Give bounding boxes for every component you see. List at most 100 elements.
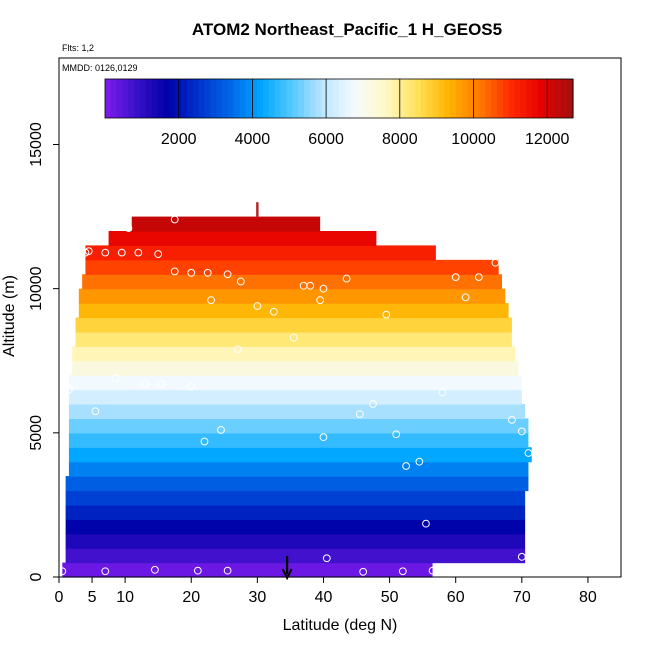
colorbar-segment [356,79,363,118]
observation-point [124,224,133,233]
colorbar-segment [292,79,299,118]
colorbar [104,78,574,119]
colorbar-segment [222,79,229,118]
observation-point [223,270,232,279]
colorbar-tick-label: 2000 [161,131,197,148]
colorbar-segment [315,79,323,118]
observation-point [91,407,100,416]
markers [281,556,293,581]
colorbar-segment [561,79,568,118]
y-tick-label: 5000 [28,415,45,451]
field-layer [68,461,529,477]
observation-point [461,293,470,302]
observation-point [359,567,368,576]
colorbar-segment [537,79,545,118]
colorbar-segment [526,79,533,118]
field-layer [85,245,436,261]
colorbar-segment [432,79,440,118]
observation-point [101,567,110,576]
colorbar-segment [251,79,258,118]
observation-point [207,296,215,305]
colorbar-segment [409,79,416,118]
x-tick-label: 60 [447,589,465,606]
field-layers [62,202,532,578]
observation-point [200,437,209,446]
observation-point [398,567,407,576]
colorbar-segment [532,79,539,118]
observation-point [369,400,377,408]
colorbar-segment [186,79,194,118]
observation-point [141,379,149,388]
observation-point [187,268,196,277]
colorbar-segment [333,79,340,118]
colorbar-tick-label: 8000 [382,131,418,148]
observation-point [319,284,328,293]
x-tick-label: 20 [182,589,200,606]
colorbar-frame [104,78,574,119]
colorbar-segment [122,79,129,118]
arrow-marker-head [281,568,293,581]
colorbar-tick-label: 12000 [525,131,570,148]
observation-point [342,274,351,283]
observation-point [438,388,447,397]
field-layer [68,432,529,448]
colorbar-segment [239,79,246,118]
observation-point [508,415,516,424]
colorbar-segment [145,79,153,118]
x-tick-label: 50 [381,589,399,606]
chart-title: ATOM2 Northeast_Pacific_1 H_GEOS5 [192,20,502,39]
field-layer [78,303,509,319]
observation-point [154,250,163,258]
observation-point [517,552,526,561]
colorbar-segment [210,79,217,118]
observation-point [451,273,460,282]
observation-point [524,449,533,457]
colorbar-segment [274,79,282,118]
observation-point [491,258,500,267]
colorbar-segment [555,79,562,118]
colorbar-segment [245,79,252,118]
observation-point [170,267,179,276]
y-tick-label: 0 [28,572,45,581]
colorbar-segment [467,79,475,118]
observation-point [316,296,325,305]
colorbar-segment [350,79,358,118]
observation-point [428,566,437,575]
colorbar-segment [110,79,118,118]
observation-point [253,302,262,310]
colorbar-segment [403,79,410,118]
field-layer [68,389,522,405]
colorbar-segment [105,79,112,118]
colorbar-segment [391,79,399,118]
field-layer [62,562,433,578]
colorbar-segment [262,79,270,118]
observation-point [402,462,411,470]
observation-point [65,385,73,394]
field-layer [65,533,526,549]
colorbar-segment [397,79,404,118]
colorbar-segment [485,79,492,118]
colorbar-segment [415,79,422,118]
observation-points [58,215,533,576]
column-marker [256,202,259,217]
observation-point [517,427,526,436]
observation-point [157,379,166,388]
colorbar-segment [163,79,170,118]
observation-point [269,307,278,316]
observation-point [474,273,483,282]
x-axis-label: Latitude (deg N) [283,617,398,634]
x-tick-label: 10 [116,589,134,606]
x-tick-label: 40 [315,589,333,606]
observation-point [150,565,159,574]
observation-point [223,566,232,575]
colorbar-segment [280,79,287,118]
field-layer [65,476,529,492]
colorbar-segment [268,79,276,118]
plot-frame [58,57,622,578]
y-axis: 0 5000 10000 15000 [28,122,59,581]
x-tick-label: 70 [513,589,531,606]
colorbar-segment [567,79,574,118]
colorbar-segment [134,79,141,118]
colorbar-segment [169,79,176,118]
colorbar-tick-label: 10000 [451,131,496,148]
